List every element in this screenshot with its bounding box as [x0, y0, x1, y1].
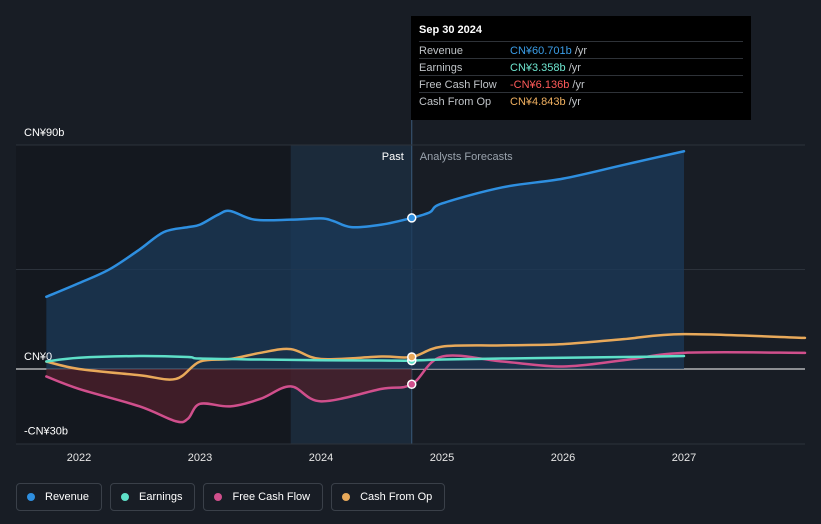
forecast-label: Analysts Forecasts — [420, 151, 513, 163]
legend-dot-icon — [27, 493, 35, 501]
tooltip-date: Sep 30 2024 — [419, 24, 482, 36]
x-tick-label: 2024 — [309, 452, 333, 464]
x-tick-label: 2023 — [188, 452, 212, 464]
legend-dot-icon — [214, 493, 223, 501]
y-tick-label: CN¥90b — [24, 127, 64, 139]
legend-item-revenue[interactable]: Revenue — [16, 483, 103, 511]
past-label: Past — [382, 151, 404, 163]
fcf-area — [46, 369, 412, 423]
legend-dot-icon — [342, 493, 351, 501]
legend-item-free-cash-flow[interactable]: Free Cash Flow — [203, 483, 324, 511]
x-tick-label: 2022 — [67, 452, 91, 464]
tooltip-row-earnings: Earnings CN¥3.358b /yr — [419, 58, 743, 76]
tooltip-label: Earnings — [419, 62, 463, 74]
tooltip-value: CN¥60.701b /yr — [510, 45, 588, 57]
fcf-marker — [407, 379, 417, 390]
legend-dot-icon — [121, 493, 130, 501]
tooltip-row-revenue: Revenue CN¥60.701b /yr — [419, 41, 743, 59]
legend-item-cash-from-op[interactable]: Cash From Op — [331, 483, 446, 511]
series-markers — [407, 213, 417, 390]
revenue-line — [45, 149, 686, 299]
x-tick-label: 2027 — [672, 452, 696, 464]
tooltip-row-cash-from-op: Cash From Op CN¥4.843b /yr — [419, 92, 743, 110]
series-lines — [45, 149, 807, 424]
tooltip-label: Revenue — [419, 45, 464, 57]
tooltip-value: -CN¥6.136b /yr — [510, 79, 585, 91]
area-fills — [46, 151, 684, 423]
chart-legend: Revenue Earnings Free Cash Flow Cash Fro… — [16, 483, 446, 511]
legend-label: Revenue — [45, 491, 90, 503]
tooltip-label: Cash From Op — [419, 96, 492, 108]
legend-label: Cash From Op — [360, 491, 433, 503]
tooltip-value: CN¥4.843b /yr — [510, 96, 581, 108]
legend-label: Free Cash Flow — [232, 491, 311, 503]
revenue-marker — [407, 213, 417, 223]
axis-labels: CN¥90b CN¥0 -CN¥30b 2022 2023 2024 2025 2026 202… — [24, 127, 696, 464]
earnings-line — [45, 354, 686, 363]
cfo-marker — [407, 352, 417, 362]
fcf-line — [45, 351, 807, 424]
tooltip-row-free-cash-flow: Free Cash Flow -CN¥6.136b /yr — [419, 75, 743, 93]
legend-item-earnings[interactable]: Earnings — [110, 483, 196, 511]
revenue-area — [46, 151, 684, 369]
y-tick-label: -CN¥30b — [24, 426, 68, 438]
x-tick-label: 2025 — [430, 452, 454, 464]
tooltip-value: CN¥3.358b /yr — [510, 62, 581, 74]
y-tick-label: CN¥0 — [24, 351, 52, 363]
hover-tooltip: Sep 30 2024 Revenue CN¥60.701b /yr Earni… — [411, 16, 751, 120]
x-tick-label: 2026 — [551, 452, 575, 464]
legend-label: Earnings — [139, 491, 183, 503]
tooltip-label: Free Cash Flow — [419, 79, 497, 91]
